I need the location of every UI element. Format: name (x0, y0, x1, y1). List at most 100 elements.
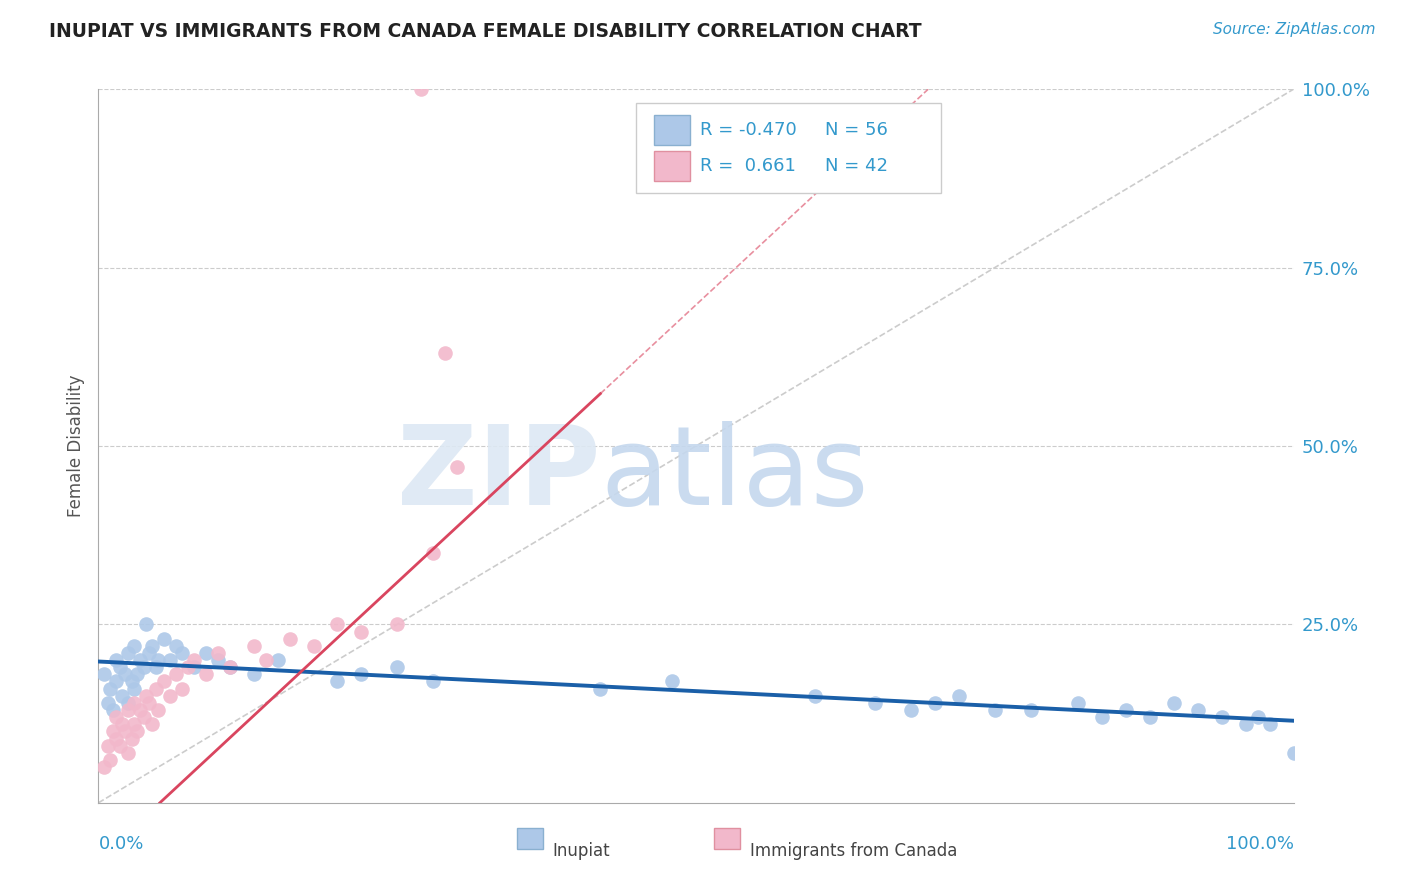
Text: N = 56: N = 56 (825, 121, 889, 139)
Point (132, 660, 155, 674)
FancyBboxPatch shape (654, 115, 690, 145)
Point (1067, 696, 1090, 710)
Point (1211, 710, 1233, 724)
Point (114, 667, 136, 681)
Point (124, 681, 146, 696)
Point (111, 717, 134, 731)
Point (924, 696, 946, 710)
Point (1234, 717, 1257, 731)
Point (111, 689, 134, 703)
Point (589, 681, 612, 696)
Point (105, 653, 128, 667)
Point (165, 667, 187, 681)
FancyBboxPatch shape (637, 103, 941, 193)
Point (105, 674, 128, 689)
Point (125, 667, 148, 681)
Point (195, 646, 218, 660)
FancyBboxPatch shape (517, 828, 543, 849)
Point (1139, 710, 1161, 724)
Point (138, 646, 160, 660)
Point (434, 346, 457, 360)
Text: Immigrants from Canada: Immigrants from Canada (749, 842, 957, 860)
Point (302, 639, 325, 653)
Point (97, 696, 120, 710)
Point (278, 632, 301, 646)
Point (145, 681, 167, 696)
Point (326, 617, 349, 632)
Point (385, 617, 409, 632)
Point (114, 724, 136, 739)
Point (219, 660, 242, 674)
Point (141, 639, 163, 653)
Point (117, 646, 139, 660)
Point (165, 639, 187, 653)
Point (97, 739, 120, 753)
Point (865, 696, 887, 710)
Point (177, 660, 200, 674)
Point (124, 696, 146, 710)
Y-axis label: Female Disability: Female Disability (66, 375, 84, 517)
Point (117, 696, 139, 710)
Point (172, 681, 194, 696)
Point (267, 653, 290, 667)
Point (207, 653, 229, 667)
Point (125, 724, 148, 739)
Point (105, 710, 128, 724)
Point (207, 646, 229, 660)
Point (1247, 710, 1270, 724)
Point (124, 717, 146, 731)
Point (153, 674, 176, 689)
Point (129, 703, 152, 717)
Text: 0.0%: 0.0% (98, 835, 143, 853)
Point (1115, 703, 1137, 717)
FancyBboxPatch shape (714, 828, 740, 849)
Point (219, 660, 242, 674)
Text: R =  0.661: R = 0.661 (700, 157, 796, 175)
Point (948, 689, 970, 703)
Point (1019, 703, 1042, 717)
Point (108, 739, 131, 753)
Point (129, 653, 152, 667)
Point (121, 674, 143, 689)
Point (195, 667, 218, 681)
Point (132, 710, 155, 724)
Point (117, 703, 139, 717)
Point (159, 653, 181, 667)
Point (93, 760, 115, 774)
Text: Inupiat: Inupiat (553, 842, 610, 860)
Point (183, 660, 205, 674)
Point (141, 717, 163, 731)
Point (135, 689, 157, 703)
Point (153, 632, 176, 646)
Text: ZIP: ZIP (396, 421, 600, 528)
Text: R = -0.470: R = -0.470 (700, 121, 796, 139)
FancyBboxPatch shape (654, 151, 690, 180)
Point (101, 724, 124, 739)
Point (326, 674, 349, 689)
Point (1091, 710, 1114, 724)
Text: atlas: atlas (600, 421, 869, 528)
Point (1187, 703, 1209, 717)
Point (148, 703, 170, 717)
Point (254, 653, 277, 667)
Point (145, 660, 167, 674)
Point (117, 746, 139, 760)
Point (135, 617, 157, 632)
Point (411, 82, 433, 96)
Point (422, 674, 444, 689)
Point (350, 624, 373, 639)
Point (385, 660, 409, 674)
Point (183, 653, 205, 667)
Point (172, 646, 194, 660)
Point (101, 703, 124, 717)
Point (422, 546, 444, 560)
Point (98, 753, 122, 767)
Point (446, 460, 468, 475)
Text: Source: ZipAtlas.com: Source: ZipAtlas.com (1212, 22, 1375, 37)
Point (148, 653, 170, 667)
Point (1258, 717, 1281, 731)
Point (124, 639, 146, 653)
Text: 100.0%: 100.0% (1226, 835, 1294, 853)
Point (93, 667, 115, 681)
Point (108, 660, 131, 674)
